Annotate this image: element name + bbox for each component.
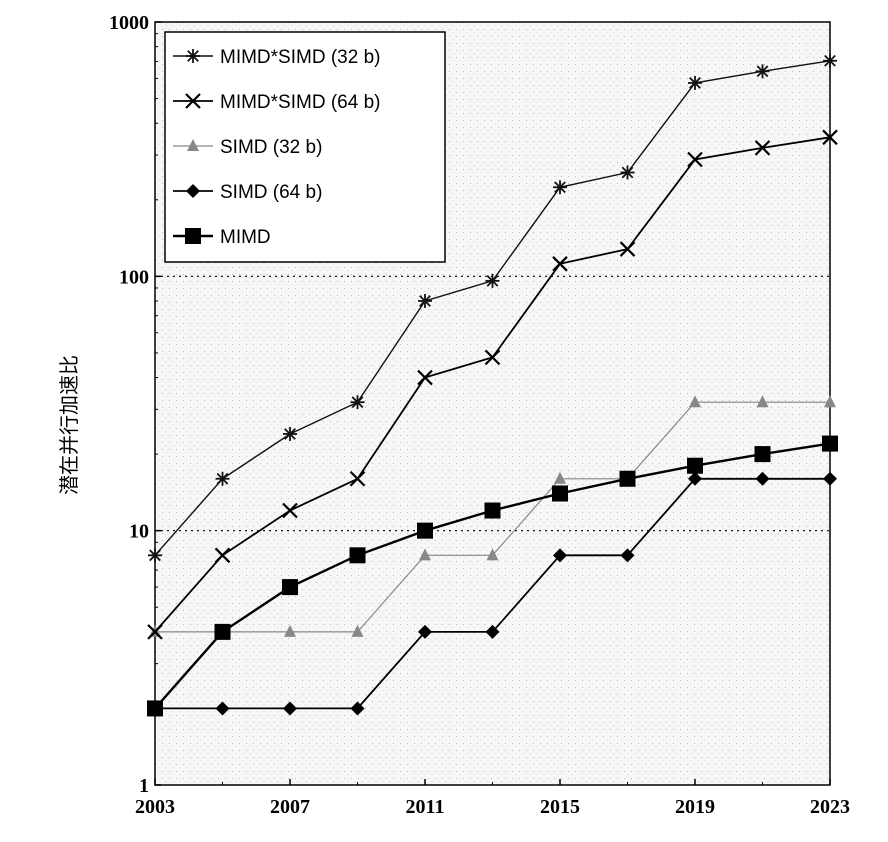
data-point — [349, 547, 366, 564]
data-point — [620, 165, 635, 180]
data-point — [688, 471, 702, 486]
series-x — [147, 129, 838, 640]
y-tick-label: 10 — [129, 521, 149, 543]
data-point — [754, 446, 771, 463]
data-point — [755, 64, 770, 79]
data-point — [824, 395, 836, 408]
data-point — [754, 140, 771, 156]
data-point — [349, 470, 366, 487]
data-point — [417, 369, 433, 386]
legend-entry: SIMD (64 b) — [173, 182, 322, 203]
data-point — [688, 75, 702, 90]
x-tick-label: 2023 — [810, 796, 850, 818]
data-point — [619, 470, 636, 487]
data-point — [552, 485, 568, 502]
legend: MIMD*SIMD (32 b) MIMD*SIMD (64 b) SIMD (32… — [164, 31, 446, 263]
series-layer — [147, 53, 838, 717]
data-point — [418, 293, 432, 308]
legend-marker — [187, 139, 199, 151]
legend-label: SIMD (64 b) — [220, 182, 322, 203]
data-point — [418, 624, 432, 639]
legend-label: MIMD*SIMD (64 b) — [220, 92, 380, 113]
legend-entry: SIMD (32 b) — [173, 137, 322, 158]
data-point — [553, 180, 567, 195]
legend-label: SIMD (32 b) — [220, 137, 322, 158]
legend-marker — [186, 49, 200, 63]
data-point — [485, 624, 500, 639]
data-point — [485, 273, 500, 288]
x-tick-label: 2007 — [270, 796, 310, 818]
data-point — [147, 700, 163, 717]
data-point — [215, 701, 230, 716]
data-point — [484, 349, 501, 366]
legend-entry: MIMD — [173, 227, 271, 248]
axes: 1 10 100 1000 2003 2007 2011 2015 2019 2023 — [109, 12, 850, 818]
data-point — [554, 471, 566, 484]
data-point — [417, 522, 433, 539]
legend-box — [164, 31, 446, 263]
x-tick-label: 2019 — [675, 796, 715, 818]
legend-label: MIMD*SIMD (32 b) — [220, 47, 380, 68]
data-point — [823, 53, 837, 68]
data-point — [284, 624, 296, 637]
legend-marker — [185, 93, 201, 109]
data-point — [822, 129, 838, 146]
data-point — [756, 395, 769, 408]
data-point — [351, 624, 364, 637]
y-tick-label: 1 — [139, 775, 149, 797]
data-point — [283, 426, 297, 441]
legend-marker — [186, 184, 200, 198]
data-point — [619, 241, 636, 257]
data-point — [687, 457, 703, 474]
x-tick-label: 2015 — [540, 796, 580, 818]
y-tick-label: 1000 — [109, 12, 149, 34]
data-point — [350, 395, 365, 410]
series-square — [147, 435, 838, 717]
data-point — [620, 548, 635, 563]
data-point — [687, 151, 703, 168]
data-point — [282, 502, 298, 519]
y-axis-label: 潜在并行加速比 — [57, 355, 81, 495]
data-point — [214, 623, 231, 640]
data-point — [755, 471, 770, 486]
data-point — [214, 547, 231, 564]
legend-entry: MIMD*SIMD (32 b) — [173, 47, 380, 68]
data-point — [823, 471, 837, 486]
data-point — [553, 548, 567, 563]
data-point — [419, 548, 431, 561]
legend-entry: MIMD*SIMD (64 b) — [173, 92, 380, 113]
data-point — [282, 579, 298, 596]
data-point — [822, 435, 838, 452]
series-diamond — [148, 471, 837, 716]
data-point — [283, 701, 297, 716]
data-point — [215, 471, 230, 486]
x-tick-label: 2003 — [135, 796, 175, 818]
y-tick-label: 100 — [119, 266, 149, 288]
data-point — [486, 548, 499, 561]
x-tick-label: 2011 — [406, 796, 445, 818]
data-point — [148, 548, 162, 563]
data-point — [484, 502, 501, 519]
data-point — [147, 624, 163, 640]
legend-marker — [185, 228, 201, 244]
data-point — [350, 701, 365, 716]
series-asterisk — [148, 53, 837, 563]
data-point — [552, 256, 568, 272]
legend-label: MIMD — [220, 227, 271, 248]
data-point — [689, 395, 701, 408]
